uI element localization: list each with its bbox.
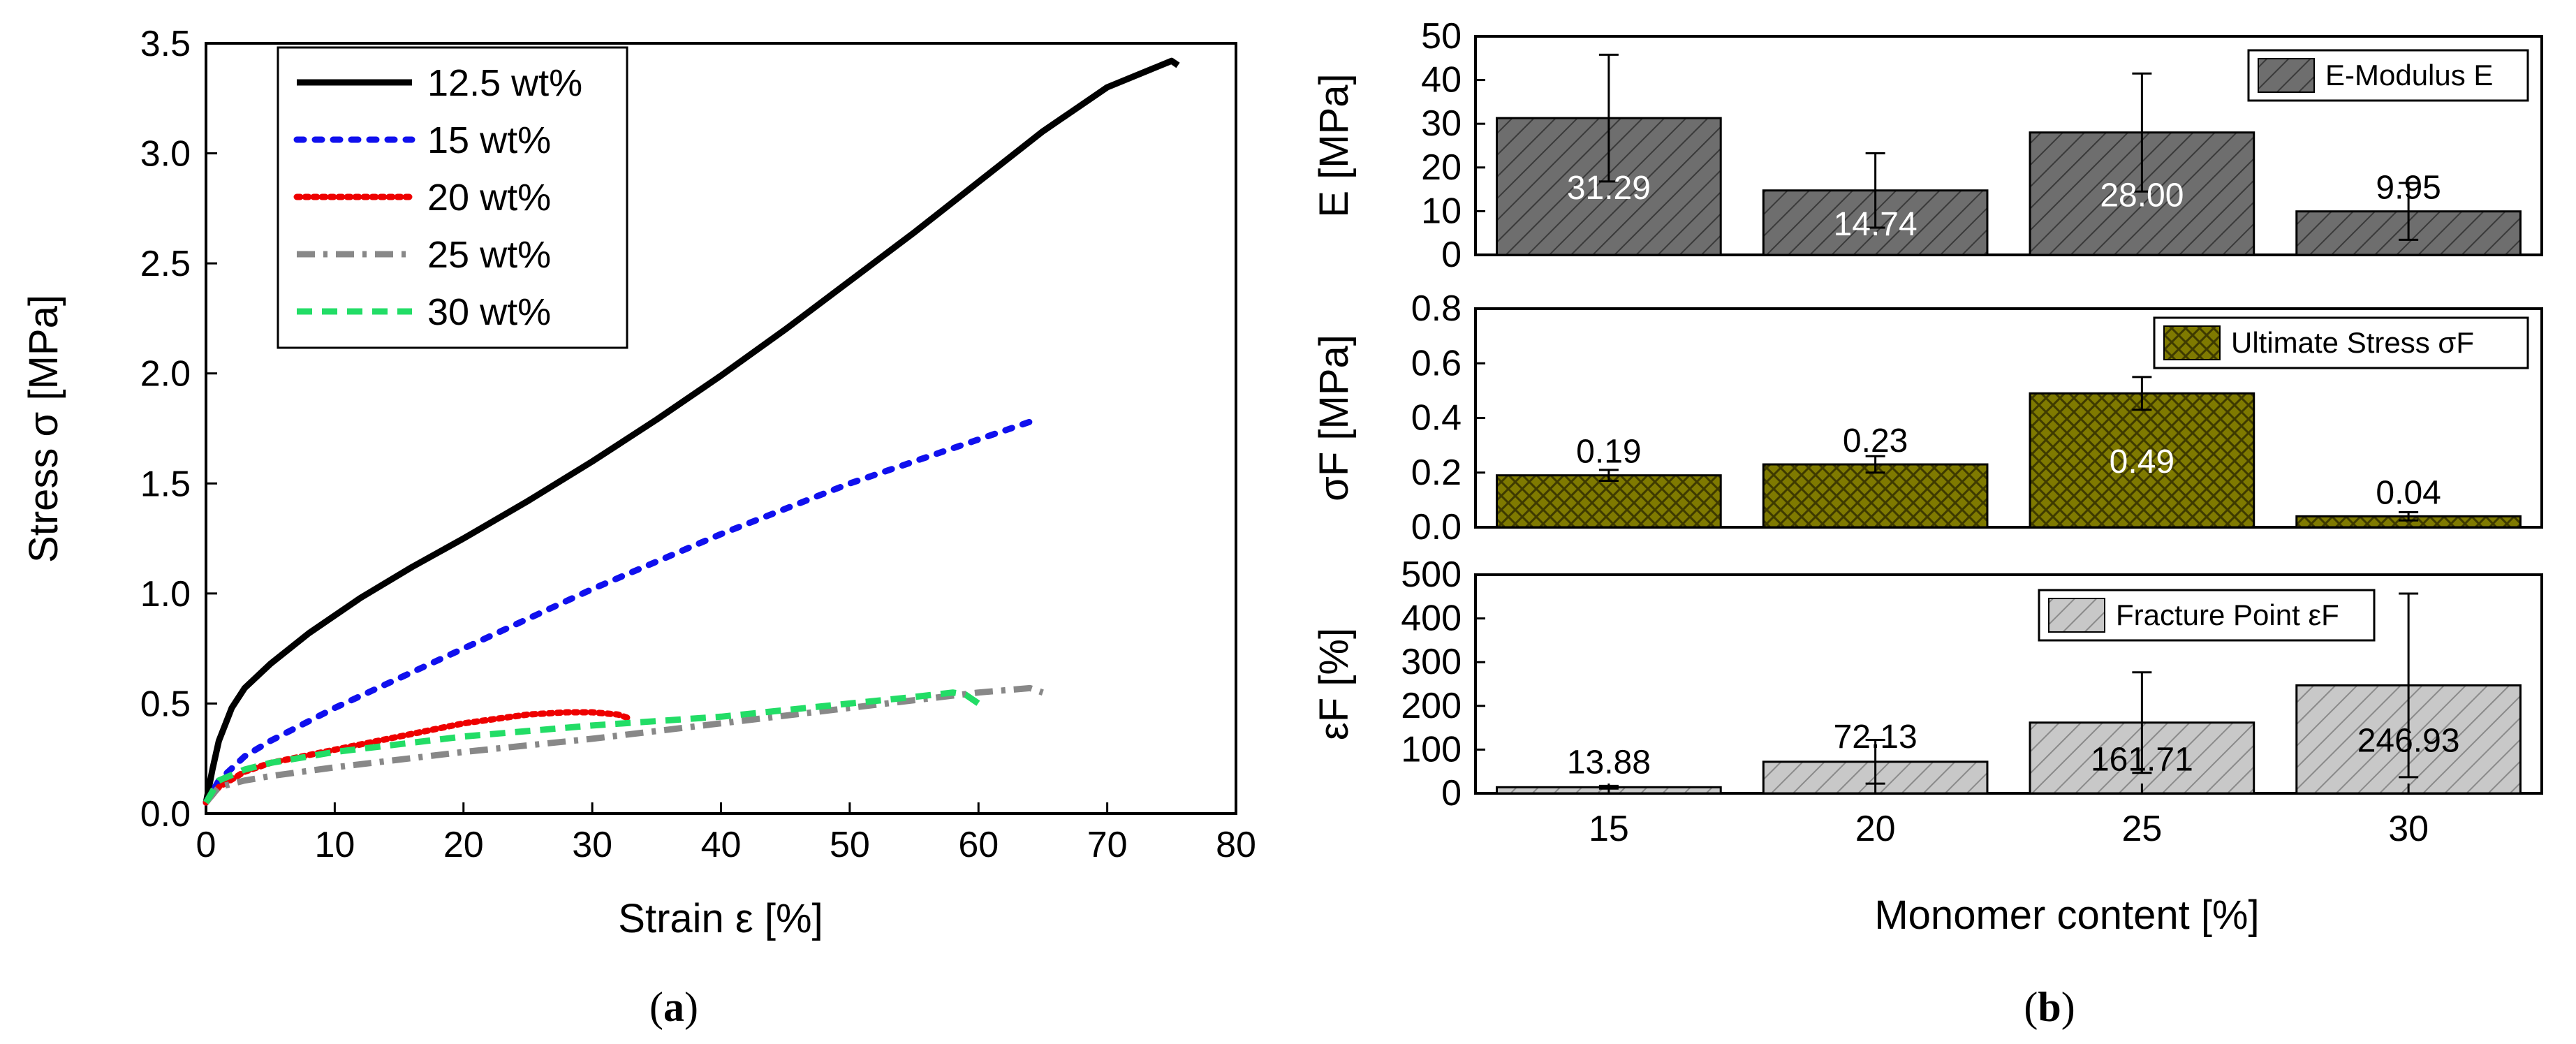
series-line	[203, 689, 980, 804]
y-tick-label: 3.0	[140, 134, 191, 175]
legend-swatch	[2163, 325, 2221, 360]
value-label: 72.13	[1834, 719, 1918, 756]
legend-label: 30 wt%	[427, 291, 551, 333]
y-tick-label: 300	[1401, 642, 1462, 682]
legend-swatch	[2258, 58, 2315, 93]
panel-frame	[1474, 35, 2543, 256]
x-axis-label-b: Monomer content [%]	[1874, 892, 2259, 938]
bar	[1496, 474, 1722, 529]
legend: 12.5 wt% 15 wt% 20 wt% 25 wt% 30 wt%	[277, 46, 628, 349]
y-axis-label: E [MPa]	[1311, 73, 1357, 217]
y-tick-label: 0.0	[1411, 507, 1462, 547]
x-tick-label: 30	[572, 825, 612, 865]
x-tick-label: 20	[1855, 809, 1896, 849]
series-line	[203, 418, 1033, 806]
stress-strain-chart: 0 10 20 30 40 50 60 70 80 0.0 0.5 1.0 1.5 2.0 2.5 3.0 3.…	[21, 24, 1256, 941]
y-tick-label: 30	[1421, 103, 1462, 144]
x-tick-label: 20	[443, 825, 484, 865]
y-axis-label: σF [MPa]	[1311, 334, 1357, 501]
x-tick-label: 60	[958, 825, 999, 865]
x-tick-label: 15	[1589, 809, 1629, 849]
y-tick-label: 1.0	[140, 574, 191, 615]
x-tick-label: 50	[830, 825, 870, 865]
legend-label: Ultimate Stress σF	[2231, 326, 2474, 359]
value-label: 13.88	[1567, 744, 1651, 781]
value-label: 14.74	[1834, 206, 1918, 243]
y-tick-label: 500	[1401, 554, 1462, 595]
y-tick-label: 0.4	[1411, 398, 1462, 439]
x-tick-label: 70	[1087, 825, 1128, 865]
y-tick-label: 40	[1421, 60, 1462, 101]
caption-b: (b)	[2024, 984, 2075, 1030]
x-axis-label: Strain ε [%]	[618, 896, 823, 941]
y-tick-label: 2.5	[140, 244, 191, 284]
value-label: 0.04	[2376, 474, 2441, 511]
value-label: 0.23	[1843, 422, 1908, 459]
legend-label: 12.5 wt%	[427, 62, 582, 104]
y-tick-label: 50	[1421, 16, 1462, 57]
x-tick-label: 10	[314, 825, 355, 865]
y-tick-label: 0.0	[140, 794, 191, 835]
panel-frame	[1474, 573, 2543, 795]
bar-panel: 0.0 0.2 0.4 0.6 0.8 0.19 0.23 0.49 0.04 σF [MPa] U…	[1311, 288, 2543, 547]
x-tick-label: 40	[701, 825, 742, 865]
x-tick-label: 80	[1216, 825, 1256, 865]
y-tick-label: 0	[1441, 235, 1462, 275]
y-tick-label: 200	[1401, 686, 1462, 726]
caption-a: (a)	[649, 984, 698, 1030]
y-tick-label: 400	[1401, 598, 1462, 639]
bar	[1762, 463, 1989, 529]
x-tick-label: 25	[2121, 809, 2162, 849]
legend-label: 20 wt%	[427, 177, 551, 219]
y-tick-label: 2.0	[140, 354, 191, 395]
series-line	[203, 684, 1044, 805]
legend-label: Fracture Point εF	[2116, 598, 2339, 631]
legend-label: 25 wt%	[427, 234, 551, 276]
bar	[2029, 392, 2255, 529]
x-tick-label: 0	[196, 825, 216, 865]
series-line	[203, 57, 1180, 804]
y-tick-label: 3.5	[140, 24, 191, 64]
value-label: 31.29	[1567, 170, 1651, 207]
value-label: 9.95	[2376, 170, 2441, 207]
value-label: 161.71	[2091, 741, 2193, 778]
y-tick-label: 10	[1421, 191, 1462, 231]
y-tick-label: 0.8	[1411, 288, 1462, 329]
y-axis-label: Stress σ [MPa]	[21, 295, 66, 563]
y-tick-label: 0.2	[1411, 453, 1462, 493]
y-tick-label: 20	[1421, 147, 1462, 188]
y-tick-label: 0	[1441, 773, 1462, 814]
y-tick-label: 0.6	[1411, 343, 1462, 383]
legend-label: 15 wt%	[427, 119, 551, 161]
x-tick-label: 30	[2388, 809, 2429, 849]
y-tick-label: 0.5	[140, 684, 191, 724]
y-axis-label: εF [%]	[1311, 628, 1357, 740]
value-label: 0.19	[1576, 434, 1641, 471]
series-line	[203, 709, 634, 806]
value-label: 0.49	[2110, 443, 2174, 480]
value-label: 28.00	[2100, 177, 2184, 214]
legend-swatch	[2048, 598, 2105, 633]
y-tick-label: 100	[1401, 729, 1462, 770]
legend-label: E-Modulus E	[2325, 59, 2493, 91]
value-label: 246.93	[2357, 723, 2460, 760]
y-tick-label: 1.5	[140, 464, 191, 504]
